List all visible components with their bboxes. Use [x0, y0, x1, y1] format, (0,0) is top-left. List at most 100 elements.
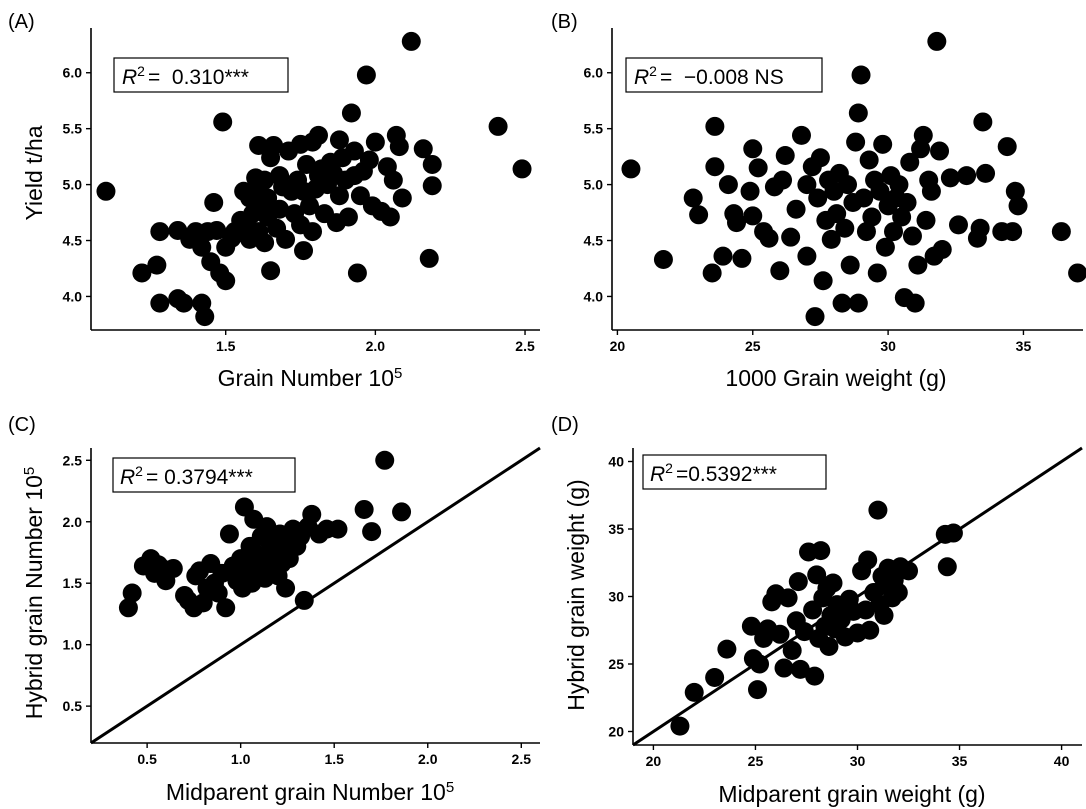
data-point: [389, 137, 409, 157]
data-point: [670, 716, 690, 736]
data-point: [264, 135, 284, 155]
panel-a: (A) 1.5 2.0 2.5 4.0 4.5 5.0 5.5 6.0 R2 = 0.310*…: [8, 11, 540, 391]
r-squared-symbol: R: [634, 66, 649, 89]
x-axis-title-text: Midparent grain weight (g): [718, 781, 985, 807]
data-point: [832, 293, 852, 313]
data-point: [905, 293, 925, 313]
x-ticks: 20 25 30 35 40: [646, 745, 1070, 769]
y-tick-label: 6.0: [63, 65, 83, 81]
data-point: [770, 624, 790, 644]
data-point: [150, 293, 170, 313]
data-point: [819, 636, 839, 656]
x-tick-label: 35: [952, 753, 968, 769]
data-point: [392, 188, 412, 208]
y-tick-label: 4.5: [584, 233, 604, 249]
data-point: [899, 561, 919, 581]
data-point: [684, 682, 704, 702]
data-point: [375, 450, 395, 470]
data-point: [192, 237, 212, 257]
x-axis-title: Grain Number 105: [218, 365, 403, 392]
data-point: [774, 658, 794, 678]
y-tick-label: 6.0: [584, 65, 604, 81]
y-tick-label: 1.0: [63, 637, 83, 653]
data-point: [208, 583, 228, 603]
data-point: [759, 228, 779, 248]
panel-label: (C): [8, 414, 36, 436]
y-tick-label: 5.0: [63, 177, 83, 193]
data-point: [362, 522, 382, 542]
data-point: [870, 181, 890, 201]
data-point: [859, 150, 879, 170]
data-point: [419, 248, 439, 268]
y-axis-title: Hybrid grain weight (g): [563, 479, 589, 710]
data-point: [940, 168, 960, 188]
data-point: [270, 199, 290, 219]
data-point: [1068, 263, 1086, 283]
data-point: [705, 157, 725, 177]
y-tick-label: 5.0: [584, 177, 604, 193]
data-point: [308, 125, 328, 145]
r-squared-box: [112, 457, 296, 493]
data-point: [383, 170, 403, 190]
data-point: [797, 175, 817, 195]
data-point: [854, 188, 874, 208]
data-point: [858, 550, 878, 570]
data-point: [1005, 181, 1025, 201]
data-point: [862, 207, 882, 227]
data-point: [488, 116, 508, 136]
data-point: [743, 206, 763, 226]
r-squared-value: =0.5392***: [676, 463, 777, 486]
data-point: [856, 222, 876, 242]
x-axis-title-text: Grain Number 10: [218, 365, 394, 391]
data-point: [341, 103, 361, 123]
data-point: [328, 519, 348, 539]
data-point: [512, 159, 532, 179]
one-to-one-line: [90, 446, 541, 745]
x-tick-label: 1.5: [324, 751, 344, 767]
x-axis-title: 1000 Grain weight (g): [725, 365, 946, 391]
data-point: [717, 639, 737, 659]
data-point: [302, 504, 322, 524]
data-point: [718, 175, 738, 195]
data-point: [884, 222, 904, 242]
data-point: [255, 233, 275, 253]
data-point: [807, 565, 827, 585]
y-axis-title-text: Hybrid grain Number 10: [21, 475, 47, 719]
data-point: [867, 263, 887, 283]
data-point: [413, 139, 433, 159]
panel-label: (B): [551, 11, 578, 33]
data-point: [1008, 196, 1028, 216]
data-point: [392, 502, 412, 522]
data-point: [297, 154, 317, 174]
data-point: [329, 186, 349, 206]
data-point: [927, 31, 947, 51]
data-point: [970, 218, 990, 238]
x-tick-label: 30: [850, 753, 866, 769]
data-point: [888, 582, 908, 602]
panel-c: (C) 0.5 1.0 1.5 2.0 2.5 0.5 1.0 1.5 2.0 2.5 R2 = …: [8, 414, 541, 805]
data-point: [889, 175, 909, 195]
data-point: [216, 598, 236, 618]
r-squared-symbol: R: [122, 66, 137, 89]
y-tick-label: 5.5: [63, 121, 83, 137]
y-axis-title: Yield t/ha: [21, 125, 47, 220]
y-axis-title-superscript: 5: [21, 467, 38, 475]
x-ticks: 0.5 1.0 1.5 2.0 2.5: [137, 743, 531, 767]
data-point: [791, 125, 811, 145]
y-tick-label: 4.0: [584, 288, 604, 304]
data-point: [338, 207, 358, 227]
data-point: [848, 103, 868, 123]
data-points: [670, 500, 963, 736]
data-point: [797, 246, 817, 266]
x-ticks: 20 25 30 35: [610, 330, 1031, 354]
y-tick-label: 2.5: [63, 452, 83, 468]
data-points: [118, 450, 412, 618]
data-point: [207, 220, 227, 240]
x-tick-label: 20: [646, 753, 662, 769]
data-point: [1051, 222, 1071, 242]
r-squared-superscript: 2: [665, 460, 673, 476]
data-point: [821, 229, 841, 249]
data-point: [740, 181, 760, 201]
y-ticks: 20 25 30 35 40: [608, 454, 633, 740]
